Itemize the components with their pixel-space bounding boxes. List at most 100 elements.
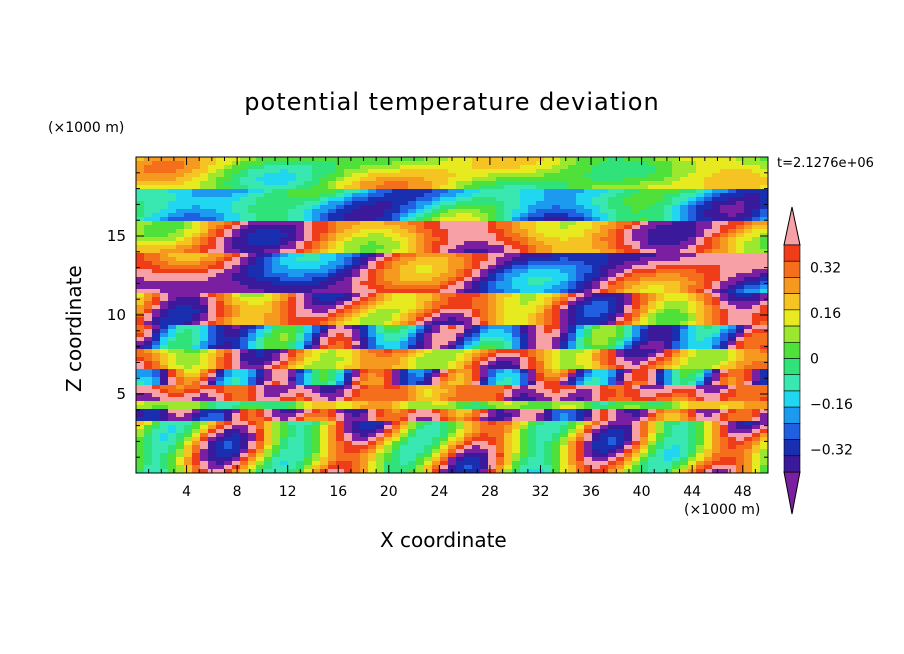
contour-cell: [480, 169, 489, 174]
contour-cell: [416, 233, 425, 238]
contour-cell: [760, 221, 768, 226]
contour-cell: [520, 341, 529, 346]
contour-cell: [552, 185, 561, 190]
contour-cell: [648, 245, 657, 250]
contour-cell: [584, 205, 593, 210]
contour-cell: [248, 409, 257, 414]
contour-cell: [760, 405, 768, 410]
contour-cell: [504, 401, 513, 406]
contour-cell: [168, 313, 177, 318]
contour-cell: [464, 329, 473, 334]
contour-cell: [528, 237, 537, 242]
contour-cell: [496, 201, 505, 206]
contour-cell: [176, 265, 185, 270]
contour-cell: [224, 285, 233, 290]
contour-cell: [408, 269, 417, 274]
contour-cell: [472, 349, 481, 354]
contour-cell: [392, 325, 401, 330]
contour-cell: [704, 361, 713, 366]
contour-cell: [480, 237, 489, 242]
contour-cell: [464, 369, 473, 374]
contour-cell: [616, 345, 625, 350]
contour-cell: [480, 329, 489, 334]
contour-cell: [472, 361, 481, 366]
contour-cell: [320, 313, 329, 318]
contour-cell: [728, 397, 737, 402]
contour-cell: [376, 285, 385, 290]
contour-cell: [440, 393, 449, 398]
contour-cell: [304, 321, 313, 326]
contour-cell: [232, 237, 241, 242]
contour-cell: [488, 337, 497, 342]
contour-cell: [288, 301, 297, 306]
contour-cell: [384, 237, 393, 242]
contour-cell: [336, 389, 345, 394]
contour-cell: [360, 165, 369, 170]
contour-cell: [368, 217, 377, 222]
contour-cell: [448, 309, 457, 314]
contour-cell: [344, 169, 353, 174]
contour-cell: [568, 321, 577, 326]
contour-cell: [296, 397, 305, 402]
contour-cell: [312, 173, 321, 178]
contour-cell: [320, 205, 329, 210]
contour-cell: [752, 169, 761, 174]
contour-cell: [304, 169, 313, 174]
contour-cell: [144, 405, 153, 410]
contour-cell: [520, 157, 529, 162]
contour-cell: [544, 313, 553, 318]
contour-cell: [544, 173, 553, 178]
contour-cell: [408, 169, 417, 174]
contour-cell: [296, 333, 305, 338]
contour-cell: [272, 277, 281, 282]
contour-cell: [264, 221, 273, 226]
contour-cell: [472, 217, 481, 222]
contour-cell: [736, 313, 745, 318]
contour-cell: [528, 253, 537, 258]
contour-cell: [448, 269, 457, 274]
contour-cell: [696, 341, 705, 346]
contour-cell: [584, 177, 593, 182]
contour-cell: [720, 233, 729, 238]
contour-cell: [152, 373, 161, 378]
contour-cell: [248, 221, 257, 226]
contour-cell: [248, 357, 257, 362]
contour-cell: [464, 325, 473, 330]
contour-cell: [320, 273, 329, 278]
contour-cell: [248, 361, 257, 366]
contour-cell: [680, 245, 689, 250]
contour-cell: [200, 261, 209, 266]
contour-cell: [192, 217, 201, 222]
contour-cell: [600, 245, 609, 250]
contour-cell: [344, 201, 353, 206]
contour-cell: [296, 393, 305, 398]
contour-cell: [272, 325, 281, 330]
contour-cell: [152, 321, 161, 326]
contour-cell: [720, 401, 729, 406]
contour-cell: [344, 385, 353, 390]
contour-cell: [440, 189, 449, 194]
contour-cell: [544, 317, 553, 322]
contour-cell: [520, 209, 529, 214]
contour-cell: [208, 393, 217, 398]
contour-cell: [648, 373, 657, 378]
contour-cell: [384, 209, 393, 214]
contour-cell: [464, 197, 473, 202]
contour-cell: [216, 317, 225, 322]
contour-cell: [136, 393, 145, 398]
contour-cell: [656, 381, 665, 386]
contour-cell: [600, 349, 609, 354]
contour-cell: [400, 201, 409, 206]
contour-cell: [384, 221, 393, 226]
contour-cell: [392, 337, 401, 342]
contour-cell: [200, 405, 209, 410]
contour-cell: [664, 221, 673, 226]
contour-cell: [640, 181, 649, 186]
contour-cell: [760, 305, 768, 310]
contour-cell: [584, 217, 593, 222]
contour-cell: [456, 285, 465, 290]
contour-cell: [664, 193, 673, 198]
contour-cell: [568, 205, 577, 210]
contour-cell: [400, 257, 409, 262]
contour-cell: [520, 245, 529, 250]
